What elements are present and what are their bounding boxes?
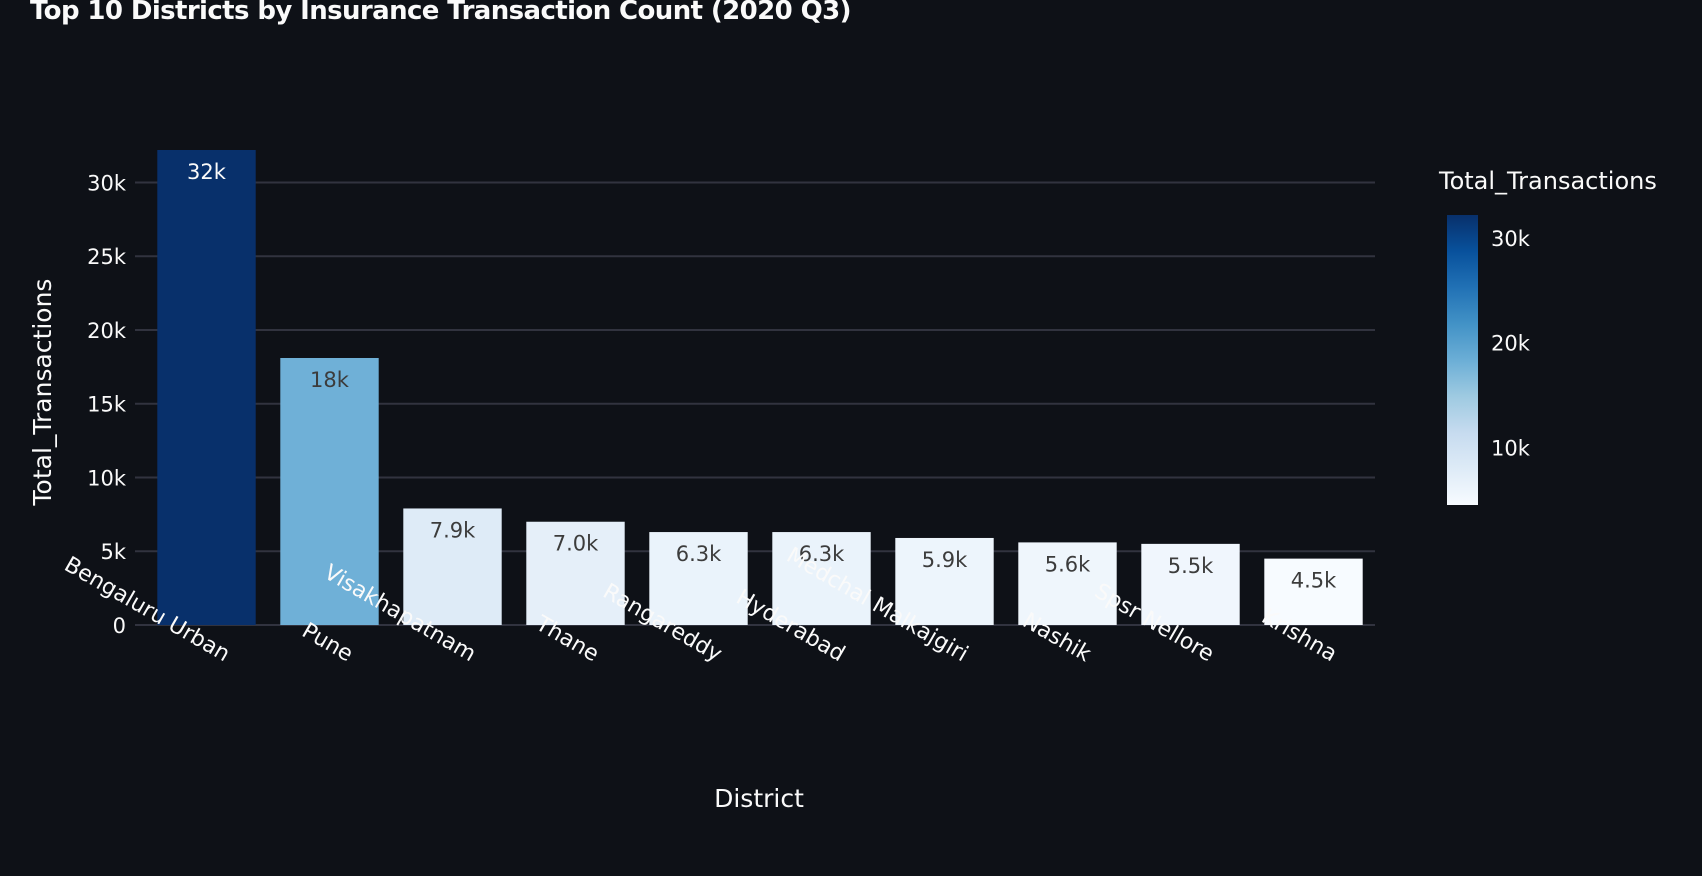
bar[interactable] <box>895 537 994 625</box>
bar-data-label: 4.5k <box>1291 569 1337 593</box>
bar-data-label: 5.5k <box>1168 554 1214 578</box>
bar-data-label: 18k <box>310 368 350 392</box>
bar[interactable] <box>1264 558 1363 625</box>
bar[interactable] <box>649 532 748 625</box>
y-tick-label: 15k <box>87 393 127 417</box>
bar[interactable] <box>280 357 379 625</box>
y-tick-label: 10k <box>87 466 127 490</box>
bar[interactable] <box>1018 542 1117 625</box>
y-axis-ticks: 0 5k 10k 15k 20k 25k 30k <box>87 171 127 638</box>
bar[interactable] <box>157 150 256 625</box>
bars-layer[interactable] <box>157 150 1363 625</box>
bar[interactable] <box>403 508 502 625</box>
y-tick-label: 0 <box>113 614 126 638</box>
bar-data-label: 7.0k <box>553 532 599 556</box>
data-labels-layer: 32k 18k 7.9k 7.0k 6.3k 6.3k 5.9k 5.6k 5.5k 4.5k <box>187 160 1337 593</box>
colorbar-tick-label: 10k <box>1491 436 1531 460</box>
chart-title: Top 10 Districts by Insurance Transactio… <box>30 0 851 26</box>
y-tick-label: 5k <box>100 540 126 564</box>
colorbar-tick-label: 20k <box>1491 332 1531 356</box>
colorbar <box>1447 215 1478 505</box>
bar-data-label: 5.9k <box>922 548 968 572</box>
colorbar-tick-label: 30k <box>1491 227 1531 251</box>
bar-data-label: 6.3k <box>676 542 722 566</box>
bar-data-label: 6.3k <box>799 542 845 566</box>
colorbar-legend: Total_Transactions 10k 20k 30k <box>1438 167 1657 505</box>
bar[interactable] <box>526 521 625 625</box>
colorbar-title: Total_Transactions <box>1438 167 1657 195</box>
bar-data-label: 7.9k <box>430 518 476 542</box>
y-tick-label: 30k <box>87 171 127 195</box>
y-axis-title: Total_Transactions <box>28 279 57 507</box>
x-axis-title: District <box>714 784 804 813</box>
bar-data-label: 32k <box>187 160 227 184</box>
y-tick-label: 25k <box>87 245 127 269</box>
bar-data-label: 5.6k <box>1045 552 1091 576</box>
bar[interactable] <box>772 532 871 625</box>
bar[interactable] <box>1141 543 1240 625</box>
y-tick-label: 20k <box>87 319 127 343</box>
colorbar-ticks: 10k 20k 30k <box>1491 227 1531 460</box>
